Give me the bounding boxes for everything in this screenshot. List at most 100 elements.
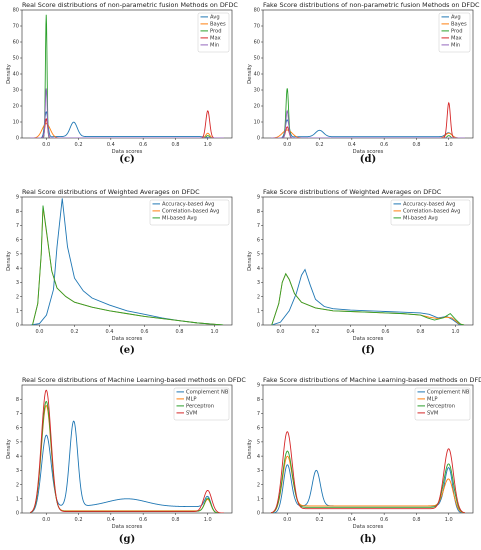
- x-tick-label: 0.6: [382, 329, 390, 335]
- chart-panel: Real Score distributions of Weighted Ave…: [6, 188, 233, 356]
- y-tick-label: 10: [254, 120, 260, 126]
- x-tick-label: 0.0: [42, 142, 50, 148]
- x-tick-label: 1.0: [445, 517, 453, 523]
- legend-entry: Correlation-based Avg: [162, 209, 219, 215]
- y-tick-label: 20: [254, 104, 260, 110]
- y-tick-label: 7: [16, 411, 19, 417]
- panel-caption: (g): [119, 534, 135, 545]
- y-tick-label: 80: [254, 8, 260, 14]
- y-tick-label: 8: [16, 209, 19, 215]
- y-tick-label: 4: [257, 454, 260, 460]
- legend-entry: Bayes: [210, 22, 226, 28]
- chart-panel: Fake Score distributions of Machine Lear…: [247, 376, 481, 545]
- x-tick-label: 0.0: [36, 329, 44, 335]
- x-tick-label: 0.4: [348, 517, 356, 523]
- y-tick-label: 0: [257, 323, 260, 329]
- panel-caption: (f): [361, 345, 375, 356]
- series-line: [29, 420, 224, 513]
- legend-entry: Accuracy-based Avg: [403, 202, 455, 208]
- legend-entry: Min: [451, 43, 460, 49]
- legend-entry: Accuracy-based Avg: [162, 202, 214, 208]
- y-tick-label: 7: [16, 223, 19, 229]
- chart-title: Fake Score distributions of Machine Lear…: [263, 376, 481, 384]
- legend-entry: Avg: [451, 15, 461, 21]
- x-tick-label: 1.0: [204, 142, 212, 148]
- legend-entry: Complement NB: [186, 390, 229, 396]
- y-tick-label: 0: [16, 511, 19, 517]
- chart-panel: Real Score distributions of non-parametr…: [6, 1, 238, 165]
- x-tick-label: 0.8: [171, 517, 179, 523]
- series-line: [30, 111, 224, 138]
- y-tick-label: 4: [257, 266, 260, 272]
- x-axis-label: Data scores: [112, 524, 143, 530]
- y-tick-label: 0: [16, 136, 19, 142]
- y-tick-label: 70: [13, 24, 19, 30]
- series-line: [30, 123, 224, 138]
- x-tick-label: 1.0: [452, 329, 460, 335]
- legend-box: [414, 387, 471, 421]
- x-tick-label: 1.0: [211, 329, 219, 335]
- legend-entry: MI-based Avg: [403, 216, 438, 222]
- y-tick-label: 30: [13, 88, 19, 94]
- legend-entry: Max: [451, 36, 462, 42]
- plot-frame: [21, 384, 233, 514]
- y-tick-label: 2: [257, 482, 260, 488]
- chart-panel: Fake Score distributions of Weighted Ave…: [247, 188, 474, 356]
- series-line: [30, 14, 224, 138]
- series-line: [29, 404, 224, 513]
- x-tick-label: 0.6: [380, 142, 388, 148]
- x-tick-label: 0.8: [412, 517, 420, 523]
- y-tick-label: 40: [254, 72, 260, 78]
- x-tick-label: 0.6: [141, 329, 149, 335]
- series-line: [30, 110, 224, 138]
- y-axis-label: Density: [6, 251, 12, 271]
- series-line: [271, 101, 465, 138]
- y-tick-label: 1: [257, 308, 260, 314]
- legend-entry: Max: [210, 36, 221, 42]
- y-tick-label: 8: [257, 209, 260, 215]
- series-line: [271, 268, 465, 325]
- y-tick-label: 5: [16, 252, 19, 258]
- series-line: [271, 272, 465, 325]
- y-tick-label: 9: [16, 195, 19, 201]
- x-tick-label: 0.0: [42, 517, 50, 523]
- x-axis-label: Data scores: [353, 149, 384, 155]
- legend-entry: SVM: [427, 411, 438, 417]
- x-tick-label: 0.8: [176, 329, 184, 335]
- y-tick-label: 10: [13, 120, 19, 126]
- chart-title: Real Score distributions of Weighted Ave…: [22, 188, 200, 196]
- x-tick-label: 0.6: [139, 517, 147, 523]
- y-tick-label: 60: [254, 40, 260, 46]
- y-axis-label: Density: [247, 439, 253, 459]
- y-tick-label: 0: [257, 136, 260, 142]
- legend-entry: Bayes: [451, 22, 467, 28]
- legend-box: [173, 387, 230, 421]
- y-tick-label: 3: [16, 468, 19, 474]
- x-tick-label: 0.8: [417, 329, 425, 335]
- chart-title: Fake Score distributions of non-parametr…: [263, 1, 480, 9]
- plot-frame: [262, 196, 474, 326]
- legend-entry: Perceptron: [186, 404, 214, 410]
- plot-frame: [21, 196, 233, 326]
- y-tick-label: 9: [257, 195, 260, 201]
- legend-box: [438, 12, 471, 53]
- legend-entry: Prod: [210, 29, 222, 35]
- series-line: [271, 119, 465, 138]
- panel-caption: (h): [360, 534, 377, 545]
- y-tick-label: 70: [254, 24, 260, 30]
- x-axis-label: Data scores: [112, 149, 143, 155]
- legend-entry: Avg: [210, 15, 220, 21]
- series-line: [32, 205, 224, 325]
- x-tick-label: 0.0: [277, 329, 285, 335]
- x-axis-label: Data scores: [112, 336, 143, 342]
- y-tick-label: 6: [16, 425, 19, 431]
- panel-caption: (d): [360, 154, 376, 165]
- x-axis-label: Data scores: [353, 336, 384, 342]
- y-tick-label: 5: [257, 252, 260, 258]
- legend-entry: MLP: [427, 397, 438, 403]
- x-axis-label: Data scores: [353, 524, 384, 530]
- y-tick-label: 3: [16, 280, 19, 286]
- y-tick-label: 40: [13, 72, 19, 78]
- panel-caption: (c): [119, 154, 135, 165]
